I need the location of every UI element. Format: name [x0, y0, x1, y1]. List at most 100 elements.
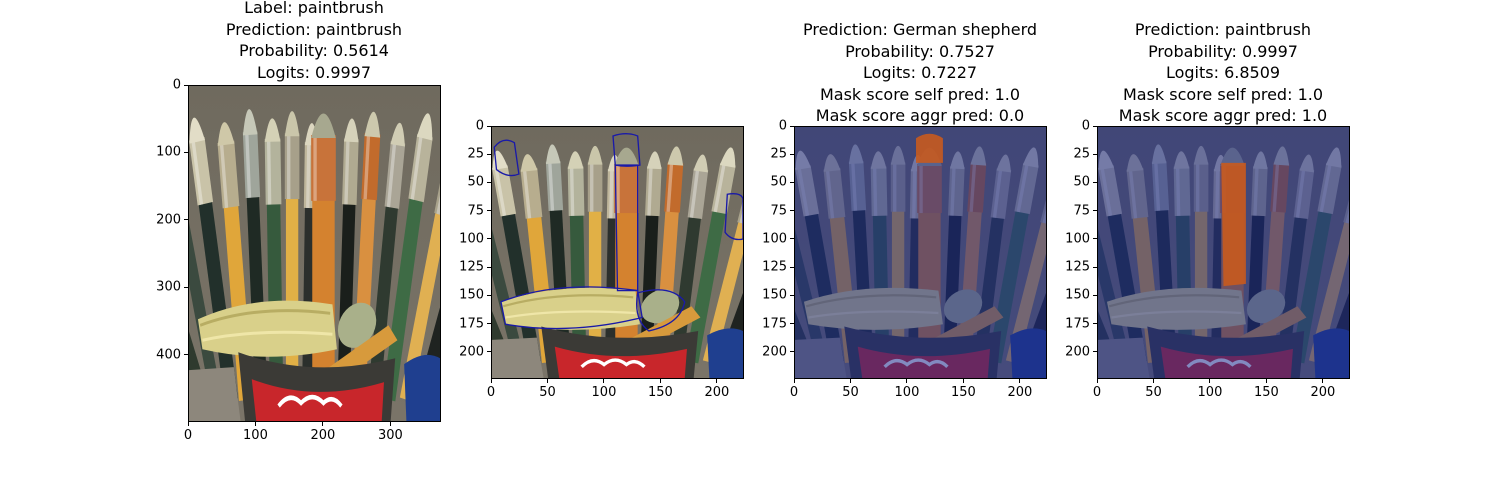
x-tick-label: 50: [842, 385, 859, 400]
y-tick-mark: [184, 219, 188, 221]
y-tick-label: 75: [1073, 203, 1090, 219]
x-tick-mark: [716, 379, 718, 383]
y-tick-label: 150: [762, 287, 787, 303]
y-tick-label: 175: [762, 316, 787, 332]
x-tick-label: 50: [539, 385, 556, 400]
y-tick-label: 100: [762, 231, 787, 247]
y-tick-label: 0: [778, 118, 787, 134]
photo-svg: [189, 86, 440, 421]
x-tick-label: 100: [1197, 385, 1223, 400]
y-tick-label: 300: [156, 279, 181, 295]
y-tick-mark: [1093, 323, 1097, 325]
y-tick-mark: [184, 354, 188, 356]
y-tick-mark: [487, 125, 491, 127]
y-tick-label: 50: [1073, 174, 1090, 190]
panel-3-title: Prediction: German shepherd Probability:…: [803, 19, 1037, 127]
y-tick-label: 125: [762, 259, 787, 275]
y-tick-mark: [790, 266, 794, 268]
brush-group: [492, 144, 743, 365]
photo-segment-contours: [491, 126, 744, 379]
title-line: Logits: 0.9997: [256, 62, 372, 82]
y-tick-label: 50: [770, 174, 787, 190]
y-tick-mark: [1093, 294, 1097, 296]
x-tick-label: 200: [1007, 385, 1033, 400]
y-tick-label: 125: [1065, 259, 1090, 275]
x-tick-mark: [1096, 379, 1098, 383]
y-tick-mark: [790, 238, 794, 240]
y-tick-mark: [790, 153, 794, 155]
y-tick-mark: [487, 351, 491, 353]
x-tick-mark: [322, 422, 324, 426]
title-line: Logits: 6.8509: [1165, 63, 1281, 82]
title-line: Probability: 0.7527: [845, 41, 995, 61]
y-tick-mark: [1093, 266, 1097, 268]
y-tick-label: 25: [1073, 146, 1090, 162]
x-tick-mark: [793, 379, 795, 383]
segment-contour: [636, 289, 686, 332]
panel-1-title: Label: paintbrush Prediction: paintbrush…: [226, 0, 402, 83]
x-tick-label: 200: [704, 385, 730, 400]
y-tick-label: 125: [459, 259, 484, 275]
y-tick-label: 175: [459, 316, 484, 332]
y-tick-label: 150: [459, 287, 484, 303]
y-tick-label: 100: [1065, 231, 1090, 247]
segment-contour: [493, 139, 520, 177]
y-tick-mark: [487, 153, 491, 155]
y-tick-mark: [790, 294, 794, 296]
y-tick-mark: [184, 84, 188, 86]
y-tick-label: 100: [459, 231, 484, 247]
y-tick-label: 400: [156, 347, 181, 363]
y-tick-mark: [1093, 210, 1097, 212]
x-tick-label: 200: [1310, 385, 1336, 400]
photo-svg: [492, 127, 743, 378]
title-line: Mask score aggr pred: 0.0: [815, 106, 1025, 125]
photo-mask-german-shepherd: [794, 126, 1047, 379]
title-line: Prediction: paintbrush: [1134, 20, 1312, 39]
y-tick-label: 0: [1081, 118, 1090, 134]
x-tick-mark: [490, 379, 492, 383]
photo-paintbrushes: [188, 85, 441, 422]
segment-contour: [724, 193, 743, 241]
photo-svg: [795, 127, 1046, 378]
y-tick-mark: [487, 238, 491, 240]
photo-svg: [1098, 127, 1349, 378]
segment-contour: [612, 133, 641, 167]
mask-region: [916, 133, 943, 163]
y-tick-label: 100: [156, 144, 181, 160]
x-tick-mark: [659, 379, 661, 383]
y-tick-label: 75: [770, 203, 787, 219]
y-tick-label: 200: [156, 212, 181, 228]
x-tick-label: 150: [1253, 385, 1279, 400]
y-tick-mark: [1093, 125, 1097, 127]
x-tick-mark: [546, 379, 548, 383]
x-tick-label: 300: [377, 428, 403, 443]
y-tick-mark: [487, 266, 491, 268]
y-tick-label: 50: [467, 174, 484, 190]
title-line: Label: paintbrush: [244, 0, 384, 17]
panel-4-title: Prediction: paintbrush Probability: 0.99…: [1119, 19, 1327, 127]
x-tick-label: 0: [486, 385, 496, 400]
x-tick-label: 150: [647, 385, 673, 400]
y-tick-label: 200: [762, 344, 787, 360]
y-tick-mark: [184, 151, 188, 153]
title-line: Prediction: German shepherd: [802, 20, 1038, 39]
title-line: Mask score self pred: 1.0: [819, 84, 1021, 104]
y-tick-label: 150: [1065, 287, 1090, 303]
y-tick-mark: [1093, 153, 1097, 155]
y-tick-mark: [1093, 351, 1097, 353]
x-tick-mark: [1265, 379, 1267, 383]
y-tick-mark: [487, 210, 491, 212]
y-tick-mark: [1093, 238, 1097, 240]
x-tick-mark: [962, 379, 964, 383]
x-tick-label: 0: [183, 428, 193, 443]
x-tick-mark: [1322, 379, 1324, 383]
x-tick-label: 200: [310, 428, 336, 443]
y-tick-mark: [487, 181, 491, 183]
segment-contour: [500, 286, 643, 330]
x-tick-label: 0: [789, 385, 799, 400]
title-line: Logits: 0.7227: [862, 63, 978, 82]
x-tick-mark: [1209, 379, 1211, 383]
y-tick-label: 0: [172, 77, 181, 93]
x-tick-mark: [849, 379, 851, 383]
title-line: Mask score aggr pred: 1.0: [1118, 106, 1328, 125]
